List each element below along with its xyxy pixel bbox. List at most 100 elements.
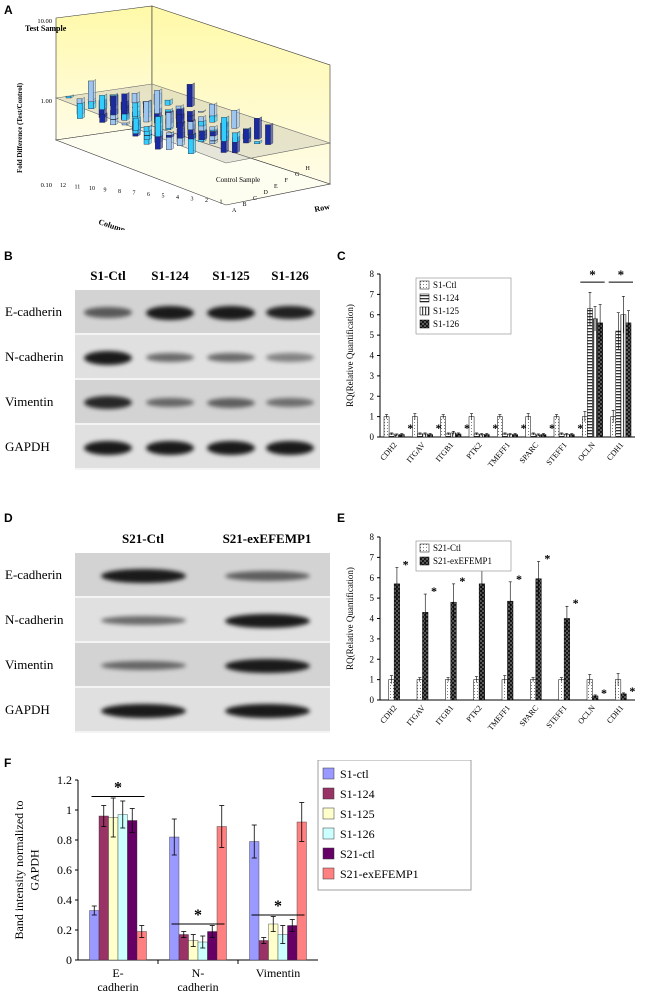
blot-band — [146, 440, 194, 455]
bar-3d-side — [237, 131, 241, 143]
legend-label: S1-125 — [340, 807, 375, 821]
bar-3d-side — [204, 129, 208, 141]
legend-box — [317, 760, 472, 891]
panel-label-c: C — [337, 249, 346, 263]
bar — [625, 322, 632, 438]
x-tick-label: ITGAV — [405, 703, 427, 727]
y-axis-label: Band intensity normalized to GAPDH — [12, 801, 42, 940]
legend-label: S1-124 — [340, 787, 375, 801]
bar-3d-side — [259, 116, 262, 140]
y-axis-label: Fold Difference (Test/Control) — [16, 82, 24, 173]
bar-3d — [231, 110, 238, 129]
y-tick-label: 8 — [370, 269, 375, 279]
blot-strip — [75, 290, 320, 335]
bar-3d-side — [82, 101, 85, 119]
bar-3d — [131, 93, 138, 104]
bar-3d-side — [171, 133, 175, 138]
blot-image — [75, 290, 320, 470]
bar-3d-side — [104, 112, 108, 123]
bar-3d — [121, 93, 127, 116]
bar-3d — [99, 95, 105, 110]
bar-3d — [165, 112, 172, 129]
blot-band — [207, 352, 255, 363]
legend-label: S21-exEFEMP1 — [340, 867, 419, 881]
column-tick-label: 3 — [191, 197, 194, 203]
bar-3d-side — [138, 116, 141, 131]
bar-3d — [209, 115, 215, 123]
bar-3d-side — [193, 132, 197, 140]
y-tick-label: 2 — [370, 654, 375, 664]
bar-3d — [65, 95, 72, 99]
panel-label-f: F — [4, 756, 12, 770]
bar — [473, 679, 480, 701]
bar-3d — [197, 111, 204, 113]
bar — [249, 841, 260, 961]
legend-swatch — [322, 867, 335, 880]
test-sample-label: Test Sample — [25, 24, 67, 33]
significance-star: * — [573, 596, 579, 610]
blot-row-label: N-cadherin — [5, 611, 64, 627]
legend-label: S1-126 — [433, 319, 460, 329]
blot-image — [75, 553, 330, 733]
panel-e-bar-chart: 0 1 2 3 4 5 6 7 8 RQ(Relative Quantification) CDH2… — [345, 532, 635, 732]
bar-3d-side — [160, 114, 164, 137]
x-tick-label: ITGAV — [405, 440, 427, 464]
significance-star: * — [549, 421, 555, 435]
bar — [296, 821, 307, 961]
y-tick-label: 0 — [66, 953, 72, 967]
bar-3d — [121, 113, 128, 121]
bar — [445, 679, 452, 701]
bar-3d — [188, 134, 194, 140]
bar-3d — [209, 131, 216, 137]
panel-c-bar-chart: 0 1 2 3 4 5 6 7 8 RQ(Relative Quantification) CDH2… — [345, 267, 635, 469]
legend-swatch — [322, 807, 335, 820]
column-tick-label: 11 — [75, 185, 81, 191]
blot-row-label: GAPDH — [5, 701, 50, 717]
bar-3d-side — [203, 109, 206, 113]
blot-strip — [75, 335, 320, 380]
y-axis-label: RQ(Relative Quantification) — [345, 567, 355, 670]
legend-swatch — [322, 767, 335, 780]
blot-strip — [75, 598, 330, 643]
bar-3d-side — [170, 110, 174, 129]
blot-row-label: N-cadherin — [5, 348, 64, 364]
lane-label: S1-124 — [151, 268, 189, 283]
bar-3d-side — [248, 127, 252, 144]
bar-3d — [243, 128, 249, 144]
x-tick-label: CDH2 — [378, 441, 398, 463]
bar-3d-side — [126, 112, 130, 121]
legend-swatch — [419, 280, 430, 290]
significance-star: * — [403, 557, 409, 571]
blot-row-label: E-cadherin — [5, 566, 63, 582]
blot-row-label: Vimentin — [5, 393, 54, 409]
significance-star: * — [577, 421, 583, 435]
x-tick-label: ITGB1 — [434, 441, 455, 464]
row-tick-label: H — [306, 166, 311, 172]
bar — [127, 820, 138, 961]
blot-band — [266, 353, 314, 362]
x-tick-label: PTK2 — [465, 704, 484, 724]
bar-3d-side — [136, 91, 140, 104]
significance-star: * — [492, 421, 498, 435]
bar-3d — [110, 96, 116, 116]
bar — [416, 679, 423, 701]
y-tick-label: 0.2 — [57, 923, 72, 937]
y-tick-label: 0 — [370, 695, 375, 705]
bar-3d-side — [126, 121, 130, 126]
bar-3d-side — [215, 130, 218, 137]
y-tick-label: 5 — [370, 330, 375, 340]
lane-label: S1-125 — [212, 268, 250, 283]
bar-3d-side — [148, 99, 152, 123]
legend-label: S21-Ctl — [433, 543, 462, 553]
blot-row-label: GAPDH — [5, 438, 50, 454]
bar-3d — [177, 122, 183, 139]
blot-strip — [75, 688, 330, 733]
blot-band — [100, 568, 186, 583]
significance-star: * — [274, 898, 282, 915]
x-tick-label: CDH1 — [605, 704, 625, 726]
bar-3d — [265, 124, 271, 145]
bar-3d — [209, 129, 216, 132]
blot-strip — [75, 425, 320, 470]
bar — [169, 836, 180, 961]
blot-band — [224, 703, 310, 718]
